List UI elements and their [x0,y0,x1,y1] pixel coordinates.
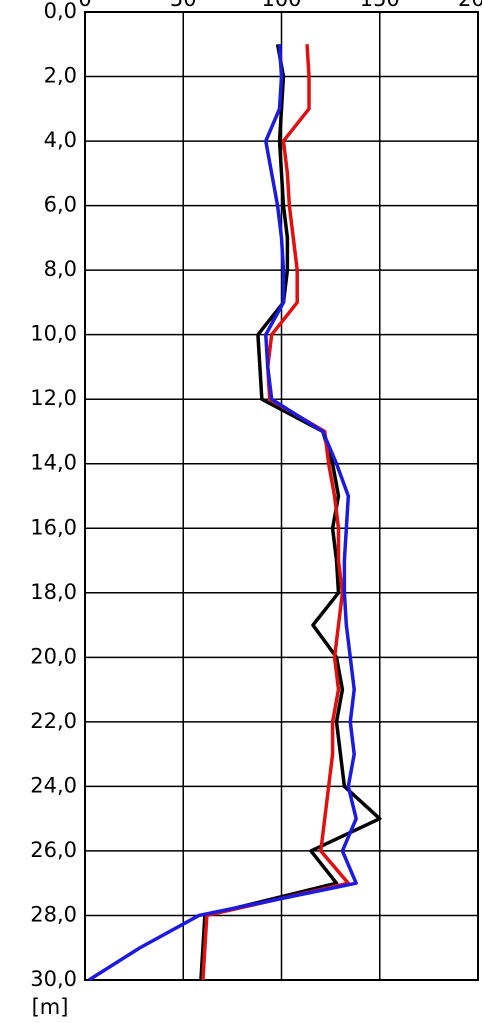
y-tick-label: 2,0 [44,64,77,88]
series-line [201,44,351,981]
y-axis-label: [m] [32,995,69,1019]
x-tick-label: 0 [78,0,91,11]
y-tick-label: 28,0 [30,902,77,926]
x-tick-label: 50 [170,0,197,11]
series-line [199,43,382,981]
y-tick-label: 18,0 [30,580,77,604]
y-tick-label: 0,0 [44,0,77,23]
y-tick-label: 16,0 [30,515,77,539]
y-tick-label: 26,0 [30,838,77,862]
x-tick-label: 100 [261,0,301,11]
y-tick-label: 30,0 [30,967,77,991]
plot-border [84,11,479,981]
y-tick-label: 8,0 [44,257,77,281]
x-tick-label: 200 [458,0,482,11]
y-tick-label: 6,0 [44,193,77,217]
y-tick-label: 4,0 [44,128,77,152]
y-tick-label: 22,0 [30,709,77,733]
series-line [87,44,358,982]
y-tick-label: 12,0 [30,386,77,410]
y-tick-label: 10,0 [30,322,77,346]
y-tick-label: 20,0 [30,644,77,668]
y-tick-label: 14,0 [30,451,77,475]
y-tick-label: 24,0 [30,773,77,797]
x-tick-label: 150 [360,0,400,11]
